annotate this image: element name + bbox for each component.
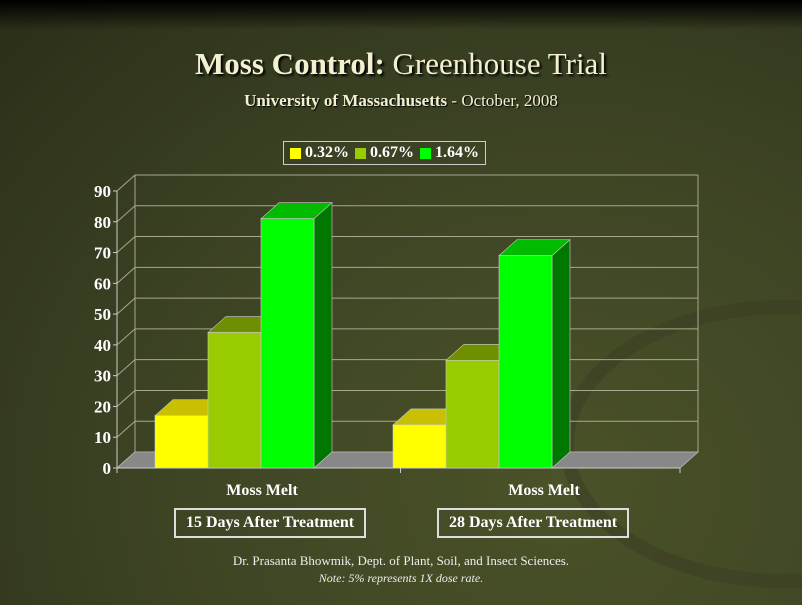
credit-text: Dr. Prasanta Bhowmik, Dept. of Plant, So… [232, 553, 570, 568]
y-tick-label: 0 [103, 459, 112, 478]
note-text: Note: 5% represents 1X dose rate. [318, 571, 484, 585]
legend-swatch [420, 147, 431, 159]
top-shade [0, 0, 802, 30]
legend-swatch [290, 147, 301, 159]
legend-label: 0.67% [370, 144, 414, 161]
title-bold: Moss Control: [195, 46, 385, 81]
category-box: 28 Days After Treatment [437, 508, 630, 538]
side-gridline [116, 390, 136, 407]
y-tick-label: 70 [94, 244, 111, 263]
side-gridline [116, 328, 136, 346]
x-category-label: Moss Melt [508, 482, 580, 499]
bar-side [551, 238, 571, 469]
bar [392, 424, 447, 469]
legend-item: 1.64% [420, 144, 479, 162]
legend-label: 1.64% [435, 144, 479, 161]
bar [445, 359, 500, 469]
bar [498, 255, 553, 469]
side-gridline [116, 236, 136, 253]
title-rest: Greenhouse Trial [392, 46, 607, 81]
y-tick-label: 20 [94, 397, 111, 416]
legend-item: 0.32% [290, 144, 349, 162]
side-gridline [116, 266, 136, 284]
subtitle-rest: - October, 2008 [451, 91, 558, 110]
bar-side [313, 202, 333, 469]
y-tick-label: 50 [94, 305, 111, 324]
legend: 0.32% 0.67% 1.64% [283, 141, 486, 165]
subtitle-bold: University of Massachusetts [244, 91, 448, 110]
side-gridline [116, 359, 136, 377]
side-gridline [116, 297, 136, 315]
y-tick-label: 10 [94, 428, 111, 447]
slide-title: Moss Control: Greenhouse Trial [0, 46, 802, 82]
legend-swatch [355, 147, 366, 159]
y-tick-label: 40 [94, 336, 111, 355]
bar [207, 332, 262, 469]
legend-label: 0.32% [305, 144, 349, 161]
slide-subtitle: University of Massachusetts - October, 2… [0, 91, 802, 111]
bar [154, 415, 209, 469]
side-gridline [116, 205, 136, 223]
x-category-label: Moss Melt [226, 482, 298, 499]
side-gridline [116, 174, 136, 192]
y-tick-label: 30 [94, 367, 111, 386]
y-tick-label: 80 [94, 213, 111, 232]
y-tick-label: 90 [94, 182, 111, 201]
side-gridline [116, 420, 136, 438]
category-box: 15 Days After Treatment [174, 508, 367, 538]
legend-item: 0.67% [355, 144, 414, 162]
y-tick-label: 60 [94, 274, 111, 293]
bar [260, 218, 315, 469]
